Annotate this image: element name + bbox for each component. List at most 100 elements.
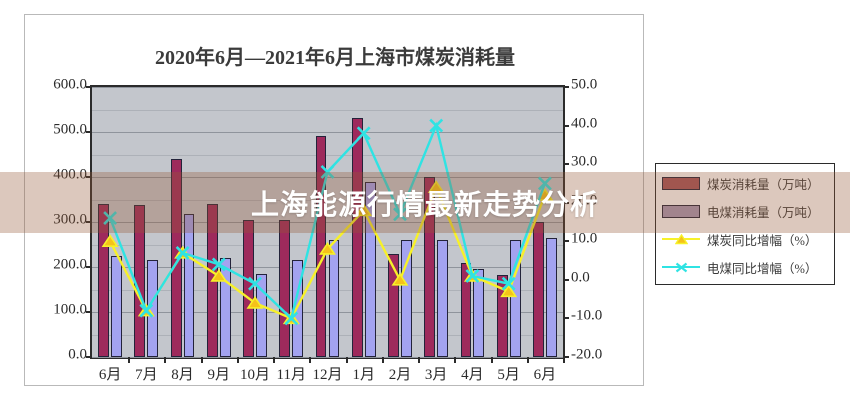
watermark-banner (0, 172, 850, 233)
y-tick-right (563, 86, 569, 88)
x-axis-tick-label: 6月 (98, 367, 122, 383)
bar-electric-coal-consumption (364, 181, 376, 357)
gridline-major (92, 87, 563, 88)
marker-coal-yoy (427, 180, 445, 193)
bar-electric-coal-consumption (473, 269, 485, 357)
legend-item[interactable]: 电煤同比增幅（%） (662, 253, 828, 281)
x-tick (526, 357, 529, 363)
legend-line-swatch (662, 260, 700, 274)
gridline-major (92, 312, 563, 313)
x-axis-tick-label: 11月 (276, 367, 306, 383)
triangle-marker-icon (675, 234, 688, 245)
y-tick-right (563, 201, 569, 204)
y-axis-right: 50.0 40.0 30.0 20.0 10.0 0.0 -10.0 -20.0 (571, 77, 631, 363)
x-axis-tick-label: 1月 (352, 367, 375, 383)
y-axis-left-tick-label: 600.0 (53, 76, 87, 93)
marker-electric-coal-yoy (393, 207, 407, 222)
y-axis-left-tick-label: 300.0 (53, 211, 87, 228)
gridline-minor (92, 154, 563, 156)
x-axis-tick-label: 5月 (497, 367, 520, 383)
x-tick (381, 357, 384, 363)
y-tick-left (86, 176, 92, 178)
marker-electric-coal-yoy (465, 269, 480, 283)
legend-label: 电煤消耗量（万吨） (707, 205, 820, 220)
bar-electric-coal-consumption (400, 240, 412, 357)
legend-item[interactable]: 煤炭消耗量（万吨） (662, 169, 828, 197)
bar-electric-coal-consumption (256, 273, 267, 357)
y-axis-right-tick-label: 50.0 (571, 76, 598, 93)
y-axis-right-tick-label: -20.0 (571, 346, 603, 363)
marker-coal-yoy (210, 268, 228, 282)
marker-electric-coal-yoy (320, 164, 335, 179)
legend-item[interactable]: 煤炭同比增幅（%） (662, 225, 828, 253)
x-axis-tick-label: 2月 (388, 367, 412, 383)
bar-electric-coal-consumption (545, 237, 557, 357)
x-axis-tick-label: 6月 (533, 367, 557, 383)
y-tick-right (563, 240, 569, 243)
gridline-minor (92, 289, 563, 291)
cross-marker-icon (675, 262, 688, 273)
y-tick-right (563, 163, 569, 166)
y-tick-right (563, 124, 569, 127)
y-tick-left (86, 311, 92, 313)
y-tick-left (86, 131, 92, 133)
legend-label: 煤炭消耗量（万吨） (707, 177, 820, 192)
x-axis-tick-label: 9月 (207, 367, 231, 383)
x-tick (273, 357, 276, 363)
chart-legend: 煤炭消耗量（万吨） 电煤消耗量（万吨） 煤炭同比增幅（%） 电煤同比增幅（%） (655, 163, 835, 285)
x-tick (454, 357, 457, 363)
marker-electric-coal-yoy (139, 303, 154, 318)
x-axis-tick-label: 8月 (171, 367, 194, 383)
y-axis-right-tick-label: 0.0 (571, 269, 590, 286)
bar-coal-consumption (98, 204, 110, 357)
marker-electric-coal-yoy (248, 276, 262, 291)
plot-area (86, 85, 569, 363)
chart-container: 2020年6月—2021年6月上海市煤炭消耗量 600.0 500.0 400.0 3… (24, 14, 644, 386)
marker-electric-coal-yoy (211, 257, 226, 272)
x-tick (164, 357, 167, 363)
y-axis-left-tick-label: 400.0 (53, 166, 87, 183)
marker-coal-yoy (500, 284, 518, 298)
bar-electric-coal-consumption (183, 213, 195, 357)
legend-bar-swatch (662, 204, 700, 218)
marker-coal-yoy (355, 203, 373, 217)
marker-electric-coal-yoy (429, 118, 444, 133)
gridline-major (92, 177, 563, 178)
gridline-major (92, 267, 563, 268)
y-tick-left (86, 221, 92, 223)
bar-coal-consumption (388, 253, 399, 357)
x-axis: 6月 7月 8月 9月 10月 11月 12月 1月 2月 3月 4月 5月 6月 (90, 363, 565, 391)
x-tick (490, 357, 493, 363)
x-axis-tick-label: 12月 (312, 367, 343, 383)
bar-coal-consumption (496, 275, 508, 357)
bar-electric-coal-consumption (111, 255, 122, 357)
x-tick (309, 357, 312, 363)
bar-coal-consumption (533, 222, 544, 357)
legend-label: 煤炭同比增幅（%） (707, 233, 818, 248)
y-axis-right-tick-label: 20.0 (571, 192, 598, 209)
legend-bar-swatch (662, 176, 700, 190)
lines-layer (101, 118, 554, 326)
marker-electric-coal-yoy (537, 176, 552, 191)
y-axis-left-tick-label: 200.0 (53, 256, 87, 273)
watermark-banner-text: 上海能源行情最新走势分析 (250, 187, 599, 221)
bar-electric-coal-consumption (509, 240, 521, 357)
marker-electric-coal-yoy (175, 245, 190, 260)
chart-title: 2020年6月—2021年6月上海市煤炭消耗量 (155, 47, 515, 69)
gridline-major (92, 132, 563, 133)
marker-coal-yoy (391, 272, 409, 286)
legend-label: 电煤同比增幅（%） (707, 261, 818, 276)
y-tick-left (86, 266, 92, 268)
x-axis-tick-label: 4月 (461, 367, 484, 383)
x-tick (418, 357, 421, 363)
gridline-major (92, 357, 563, 358)
gridline-minor (92, 109, 563, 111)
marker-coal-yoy (246, 295, 264, 309)
x-tick (236, 357, 239, 363)
legend-item[interactable]: 电煤消耗量（万吨） (662, 197, 828, 225)
marker-electric-coal-yoy (501, 276, 516, 291)
x-axis-tick-label: 7月 (135, 367, 158, 383)
bar-coal-consumption (279, 219, 291, 357)
gridline-minor (92, 334, 563, 336)
y-axis-left: 600.0 500.0 400.0 300.0 200.0 100.0 0.0 (25, 77, 87, 363)
